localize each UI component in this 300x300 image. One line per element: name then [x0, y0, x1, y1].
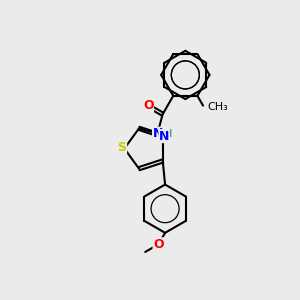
- Text: N: N: [153, 127, 163, 140]
- Text: O: O: [153, 238, 164, 251]
- Text: CH₃: CH₃: [207, 102, 228, 112]
- Text: H: H: [164, 129, 172, 139]
- Text: S: S: [118, 141, 127, 154]
- Text: N: N: [159, 130, 169, 142]
- Text: O: O: [143, 99, 154, 112]
